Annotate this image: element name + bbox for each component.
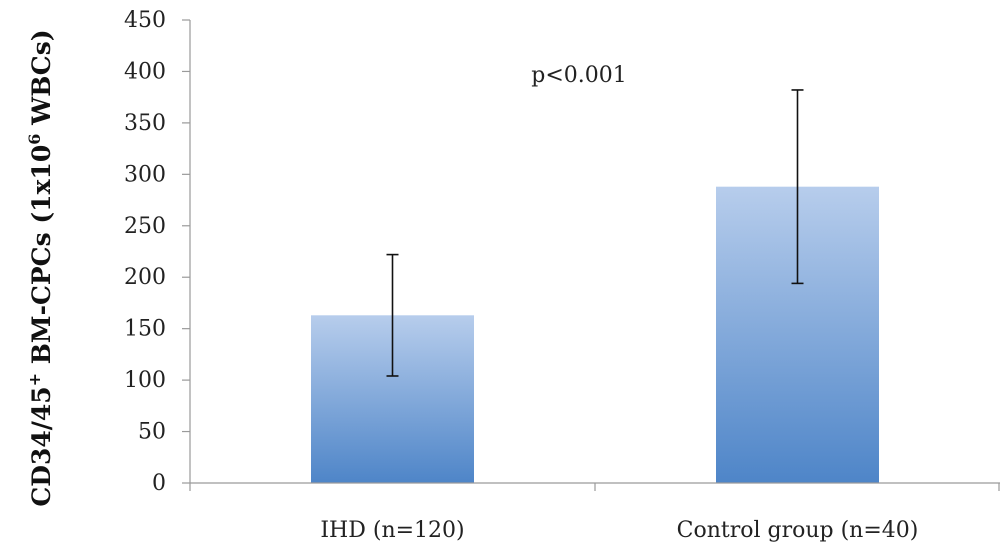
y-tick-label: 450 xyxy=(124,8,166,33)
x-axis: IHD (n=120) Control group (n=40) xyxy=(320,518,918,543)
y-tick-label: 300 xyxy=(124,162,166,187)
y-tick-label: 0 xyxy=(152,471,166,496)
y-tick-label: 200 xyxy=(124,265,166,290)
y-axis-label: CD34/45+ BM-CPCs (1x106 WBCs) xyxy=(25,29,56,506)
x-category-label: IHD (n=120) xyxy=(320,518,464,543)
error-bars xyxy=(386,89,804,377)
y-axis: 0 50 100 150 200 250 300 350 400 450 xyxy=(124,8,190,496)
bars xyxy=(311,186,879,483)
axes xyxy=(189,20,1000,491)
x-category-label: Control group (n=40) xyxy=(677,518,919,543)
p-value-annotation: p<0.001 xyxy=(531,63,627,88)
y-tick-label: 50 xyxy=(138,420,166,445)
y-tick-label: 400 xyxy=(124,59,166,84)
y-tick-label: 250 xyxy=(124,214,166,239)
y-tick-label: 350 xyxy=(124,111,166,136)
y-tick-label: 100 xyxy=(124,368,166,393)
y-tick-label: 150 xyxy=(124,317,166,342)
